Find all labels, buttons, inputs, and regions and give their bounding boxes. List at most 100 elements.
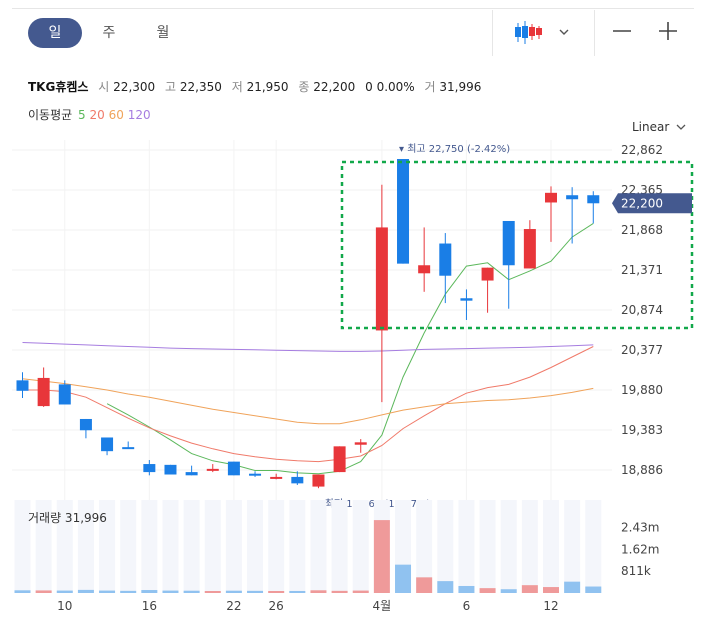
candle-body — [206, 468, 219, 471]
volume-bar — [141, 590, 158, 593]
candle-body — [481, 267, 494, 281]
scale-select[interactable]: Linear — [632, 120, 686, 134]
volume-bar — [331, 590, 348, 593]
open-value: 22,300 — [113, 80, 156, 94]
open-label: 시 — [98, 80, 110, 94]
low-value: 21,950 — [246, 80, 289, 94]
volume-bar — [564, 581, 581, 593]
volume-bar — [500, 589, 517, 593]
volume-bg-column — [141, 500, 158, 593]
volume-bg-column — [77, 500, 94, 593]
x-axis-tick-label: 6 — [463, 599, 471, 613]
candle-body — [397, 159, 410, 264]
y-axis-tick-label: 19,880 — [621, 383, 663, 397]
ma-5-label: 5 — [78, 108, 86, 122]
volume-bar — [395, 564, 412, 593]
volume-bg-column — [479, 500, 496, 593]
volume-bar — [416, 577, 433, 593]
volume-bg-column — [247, 500, 264, 593]
ma-120-label: 120 — [127, 108, 151, 122]
ma-legend: 이동평균 5 20 60 120 — [28, 106, 151, 123]
current-price-label: 22,200 — [621, 196, 663, 210]
volume-bg-column — [56, 500, 73, 593]
ma-5-line — [106, 222, 594, 475]
volume-bar — [521, 585, 538, 593]
candle-body — [333, 446, 346, 473]
volume-bar — [204, 591, 221, 593]
volume-bg-column — [543, 500, 559, 593]
period-day-button[interactable]: 일 — [28, 18, 82, 48]
volume-bar — [77, 589, 94, 593]
volume-bar — [162, 590, 179, 593]
low-label: 저 — [231, 80, 243, 94]
period-week-button[interactable]: 주 — [102, 25, 116, 41]
ma-20-label: 20 — [89, 108, 105, 122]
high-label: 고 — [165, 80, 177, 94]
volume-bar — [35, 590, 52, 593]
minus-icon[interactable] — [611, 20, 633, 42]
candle-body — [418, 265, 431, 274]
volume-tick-label: 1.62m — [621, 542, 659, 556]
y-axis-tick-label: 20,377 — [621, 343, 663, 357]
change-value: 0 — [365, 80, 373, 94]
volume-bg-column — [585, 500, 602, 593]
volume-bar — [352, 590, 369, 593]
x-axis-tick-label: 22 — [226, 599, 241, 613]
ohlc-info: TKG휴켐스 시 22,300 고 22,350 저 21,950 종 22,2… — [28, 78, 481, 95]
volume-bg-column — [352, 500, 369, 593]
volume-bar — [479, 588, 496, 593]
volume-label: 거 — [424, 80, 436, 94]
y-axis-tick-label: 18,886 — [621, 463, 663, 477]
volume-bar — [437, 581, 454, 593]
volume-bg-column — [310, 500, 327, 593]
volume-bar — [99, 590, 116, 593]
candle-body — [143, 464, 156, 473]
volume-bar — [373, 520, 390, 593]
candle-body — [312, 474, 325, 487]
candle-body — [58, 384, 71, 405]
ma-legend-label: 이동평균 — [28, 108, 73, 122]
volume-bg-column — [268, 500, 285, 593]
candle-body — [249, 473, 262, 476]
ma-60-line — [22, 378, 594, 425]
candle-body — [375, 227, 388, 331]
x-axis-tick-label: 10 — [57, 599, 72, 613]
plus-icon[interactable] — [657, 20, 679, 42]
toolbar-divider — [492, 10, 493, 56]
period-month-button[interactable]: 월 — [156, 25, 170, 41]
ma-120-line — [22, 342, 594, 352]
candle-body — [79, 418, 92, 431]
candle-body — [566, 195, 579, 200]
y-axis-tick-label: 20,874 — [621, 303, 663, 317]
y-axis-tick-label: 21,868 — [621, 223, 663, 237]
change-pct: 0.00% — [376, 80, 415, 94]
volume-bar — [120, 590, 137, 593]
volume-bar — [310, 590, 327, 593]
volume-bar — [56, 590, 73, 593]
volume-bar — [225, 590, 242, 593]
x-axis-tick-label: 16 — [142, 599, 157, 613]
top-toolbar: 일 주 월 — [0, 0, 706, 64]
chart-type-select[interactable] — [508, 18, 572, 48]
ma-20-line — [22, 346, 594, 463]
max-price-marker: ▾ 최고 22,750 (-2.42%) — [399, 143, 510, 155]
candle-body — [460, 298, 473, 301]
scale-label: Linear — [632, 120, 670, 134]
volume-bar — [543, 587, 559, 593]
volume-bg-column — [564, 500, 581, 593]
close-value: 22,200 — [313, 80, 356, 94]
candle-body — [270, 476, 283, 479]
volume-bg-column — [225, 500, 242, 593]
top-divider — [12, 8, 694, 9]
candle-body — [587, 195, 600, 204]
y-axis-tick-label: 22,862 — [621, 143, 663, 157]
volume-bar — [247, 590, 264, 593]
candle-body — [354, 442, 367, 445]
y-axis-tick-label: 19,383 — [621, 423, 663, 437]
volume-bg-column — [35, 500, 52, 593]
candle-body — [164, 464, 177, 475]
volume-bg-column — [162, 500, 179, 593]
candle-body — [122, 447, 135, 450]
volume-tick-label: 2.43m — [621, 520, 659, 534]
